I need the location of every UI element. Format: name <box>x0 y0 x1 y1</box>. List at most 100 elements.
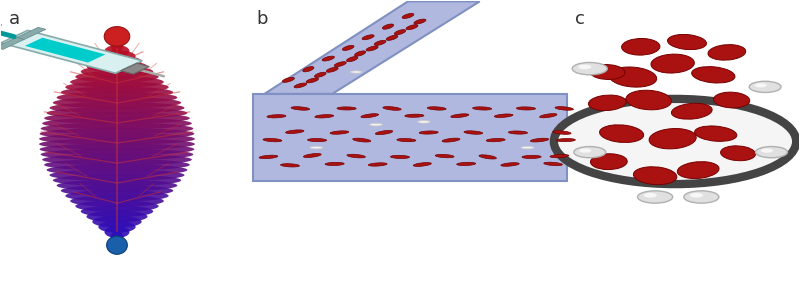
Ellipse shape <box>281 164 299 167</box>
Ellipse shape <box>57 92 178 103</box>
Polygon shape <box>265 1 480 94</box>
Ellipse shape <box>61 87 173 98</box>
Ellipse shape <box>40 128 194 140</box>
Ellipse shape <box>353 138 370 142</box>
Circle shape <box>690 193 703 198</box>
Ellipse shape <box>406 25 418 30</box>
Polygon shape <box>1 30 142 73</box>
Ellipse shape <box>394 30 406 35</box>
Ellipse shape <box>346 57 358 62</box>
Ellipse shape <box>326 67 338 72</box>
Ellipse shape <box>651 54 694 73</box>
Text: c: c <box>575 10 586 28</box>
Ellipse shape <box>42 154 192 166</box>
Ellipse shape <box>414 19 426 24</box>
Ellipse shape <box>386 35 398 40</box>
Ellipse shape <box>405 114 424 117</box>
Ellipse shape <box>42 117 192 129</box>
Ellipse shape <box>44 159 190 171</box>
Ellipse shape <box>92 216 142 228</box>
Ellipse shape <box>539 114 557 118</box>
Ellipse shape <box>86 211 147 222</box>
Ellipse shape <box>57 180 178 191</box>
Ellipse shape <box>457 162 476 166</box>
Ellipse shape <box>622 38 660 55</box>
Ellipse shape <box>721 146 755 161</box>
Ellipse shape <box>46 107 187 119</box>
Ellipse shape <box>397 138 416 142</box>
Ellipse shape <box>590 65 625 80</box>
Ellipse shape <box>70 195 164 207</box>
Ellipse shape <box>522 155 541 158</box>
Ellipse shape <box>634 167 677 185</box>
Ellipse shape <box>259 155 278 159</box>
Ellipse shape <box>302 67 314 72</box>
Ellipse shape <box>41 123 194 134</box>
Ellipse shape <box>263 138 282 142</box>
Ellipse shape <box>66 81 169 93</box>
Ellipse shape <box>714 92 750 108</box>
Ellipse shape <box>530 138 549 142</box>
Ellipse shape <box>66 190 169 202</box>
Ellipse shape <box>40 143 194 155</box>
Ellipse shape <box>70 76 164 88</box>
Ellipse shape <box>50 102 185 114</box>
Ellipse shape <box>479 155 496 159</box>
Ellipse shape <box>342 45 354 50</box>
Ellipse shape <box>322 56 334 61</box>
Ellipse shape <box>307 139 326 142</box>
Ellipse shape <box>427 107 446 110</box>
Ellipse shape <box>53 97 181 109</box>
Ellipse shape <box>599 125 644 142</box>
Ellipse shape <box>486 138 505 142</box>
Ellipse shape <box>44 112 190 124</box>
Ellipse shape <box>374 40 386 45</box>
Ellipse shape <box>590 154 627 170</box>
Ellipse shape <box>294 83 306 88</box>
Circle shape <box>638 191 673 203</box>
Circle shape <box>755 147 787 158</box>
Ellipse shape <box>334 62 346 67</box>
Ellipse shape <box>382 24 394 29</box>
Ellipse shape <box>106 236 127 254</box>
Ellipse shape <box>362 35 374 40</box>
Ellipse shape <box>494 114 513 117</box>
Polygon shape <box>121 63 150 74</box>
Ellipse shape <box>110 40 123 52</box>
Ellipse shape <box>325 162 344 166</box>
Ellipse shape <box>692 67 735 83</box>
Circle shape <box>578 65 591 69</box>
Ellipse shape <box>53 174 181 186</box>
Ellipse shape <box>46 164 187 176</box>
Ellipse shape <box>41 149 194 160</box>
Ellipse shape <box>550 155 569 158</box>
Circle shape <box>574 147 606 158</box>
Ellipse shape <box>110 231 123 243</box>
Circle shape <box>684 191 719 203</box>
Circle shape <box>754 83 766 87</box>
Ellipse shape <box>330 131 349 134</box>
Ellipse shape <box>390 155 410 158</box>
Ellipse shape <box>314 72 326 77</box>
Ellipse shape <box>92 55 142 67</box>
Ellipse shape <box>337 107 356 110</box>
Ellipse shape <box>418 121 430 123</box>
Ellipse shape <box>708 45 746 60</box>
Ellipse shape <box>81 205 154 217</box>
Circle shape <box>572 63 607 75</box>
Ellipse shape <box>50 169 185 181</box>
Ellipse shape <box>104 27 130 46</box>
Polygon shape <box>0 23 2 36</box>
Ellipse shape <box>589 95 626 111</box>
Ellipse shape <box>350 71 362 73</box>
Ellipse shape <box>105 45 130 57</box>
Ellipse shape <box>667 35 706 50</box>
Polygon shape <box>0 37 25 49</box>
Text: a: a <box>10 10 21 28</box>
Text: b: b <box>257 10 268 28</box>
Ellipse shape <box>39 138 195 150</box>
Ellipse shape <box>521 146 534 149</box>
Ellipse shape <box>649 128 696 149</box>
Ellipse shape <box>626 90 671 110</box>
Polygon shape <box>17 27 46 39</box>
